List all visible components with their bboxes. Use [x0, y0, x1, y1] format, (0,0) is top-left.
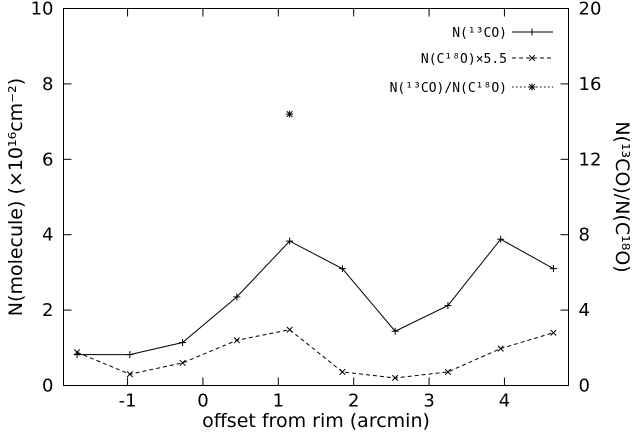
data-point	[497, 235, 505, 243]
legend-marker-mark-d2	[528, 83, 536, 91]
data-point-mark-d2	[126, 371, 133, 378]
y-left-tick-label: 2	[42, 300, 53, 321]
legend-marker-mark-d2	[528, 54, 536, 62]
data-point	[179, 339, 187, 347]
data-point	[444, 368, 452, 376]
data-point-mark-d2	[391, 374, 399, 382]
y-left-tick-label: 8	[42, 74, 53, 95]
data-point	[233, 337, 241, 344]
data-point-mark-d2	[444, 368, 452, 376]
x-tick-label: 4	[499, 391, 510, 412]
data-point	[444, 302, 452, 310]
legend: N(¹³CO) N(C¹⁸O)×5.5 N(¹³CO)/N(C¹⁸O)	[390, 26, 553, 96]
y-right-tick-label: 20	[579, 0, 602, 20]
x-tick-label: 3	[423, 391, 434, 412]
x-tick-label: 0	[197, 391, 208, 412]
legend-marker	[528, 54, 536, 62]
legend-label-c18o: N(C¹⁸O)×5.5	[421, 52, 507, 67]
series-1	[73, 326, 557, 382]
data-point-mark-d2	[286, 110, 293, 118]
y-right-tick-label: 12	[579, 149, 602, 170]
y-left-axis-title: N(molecule) (×10¹⁶cm⁻²)	[5, 78, 27, 316]
series-line-1	[76, 329, 554, 379]
y-left-tick-label: 0	[42, 376, 53, 397]
data-point	[286, 110, 294, 118]
series-2	[286, 110, 294, 118]
data-point	[339, 368, 346, 376]
series-line-0	[77, 238, 554, 356]
axis-ticks	[63, 8, 569, 386]
data-point	[391, 374, 399, 382]
data-point-mark-d2	[233, 337, 241, 344]
y-left-tick-label: 10	[31, 0, 54, 20]
series-0	[73, 235, 557, 359]
data-point-mark-d2	[339, 368, 346, 376]
data-point	[126, 351, 134, 359]
legend-marker	[528, 28, 536, 36]
data-point	[126, 371, 133, 378]
data-point-mark-d2	[550, 329, 557, 336]
data-point	[179, 359, 186, 367]
y-left-tick-label: 4	[42, 225, 53, 246]
data-point	[286, 326, 293, 333]
data-point	[286, 237, 294, 245]
y-right-tick-label: 16	[579, 74, 602, 95]
x-tick-label: 2	[348, 391, 359, 412]
legend-marker	[528, 83, 536, 91]
y-right-tick-label: 0	[579, 376, 590, 397]
data-point	[549, 265, 557, 273]
data-point	[233, 293, 241, 301]
legend-label-ratio: N(¹³CO)/N(C¹⁸O)	[390, 81, 507, 96]
x-axis-title: offset from rim (arcmin)	[202, 410, 430, 432]
data-point	[338, 265, 346, 273]
data-point-mark-d2	[286, 326, 293, 333]
data-point-mark-d2	[497, 345, 504, 352]
y-right-axis-title: N(¹³CO)/N(C¹⁸O)	[611, 121, 633, 272]
x-tick-label: 1	[273, 391, 284, 412]
data-point-mark-d2	[179, 359, 186, 367]
plot-frame	[63, 8, 569, 386]
data-point-mark-d2	[73, 349, 81, 356]
data-point	[550, 329, 557, 336]
legend-samples	[512, 28, 553, 91]
x-tick-label: -1	[119, 391, 137, 412]
data-point	[391, 327, 399, 335]
series-layer	[73, 110, 557, 382]
y-left-tick-label: 6	[42, 149, 53, 170]
legend-label-13co: N(¹³CO)	[452, 26, 507, 41]
y-right-tick-label: 4	[579, 300, 590, 321]
data-point	[497, 345, 504, 352]
data-point	[73, 349, 81, 356]
y-right-tick-label: 8	[579, 225, 590, 246]
